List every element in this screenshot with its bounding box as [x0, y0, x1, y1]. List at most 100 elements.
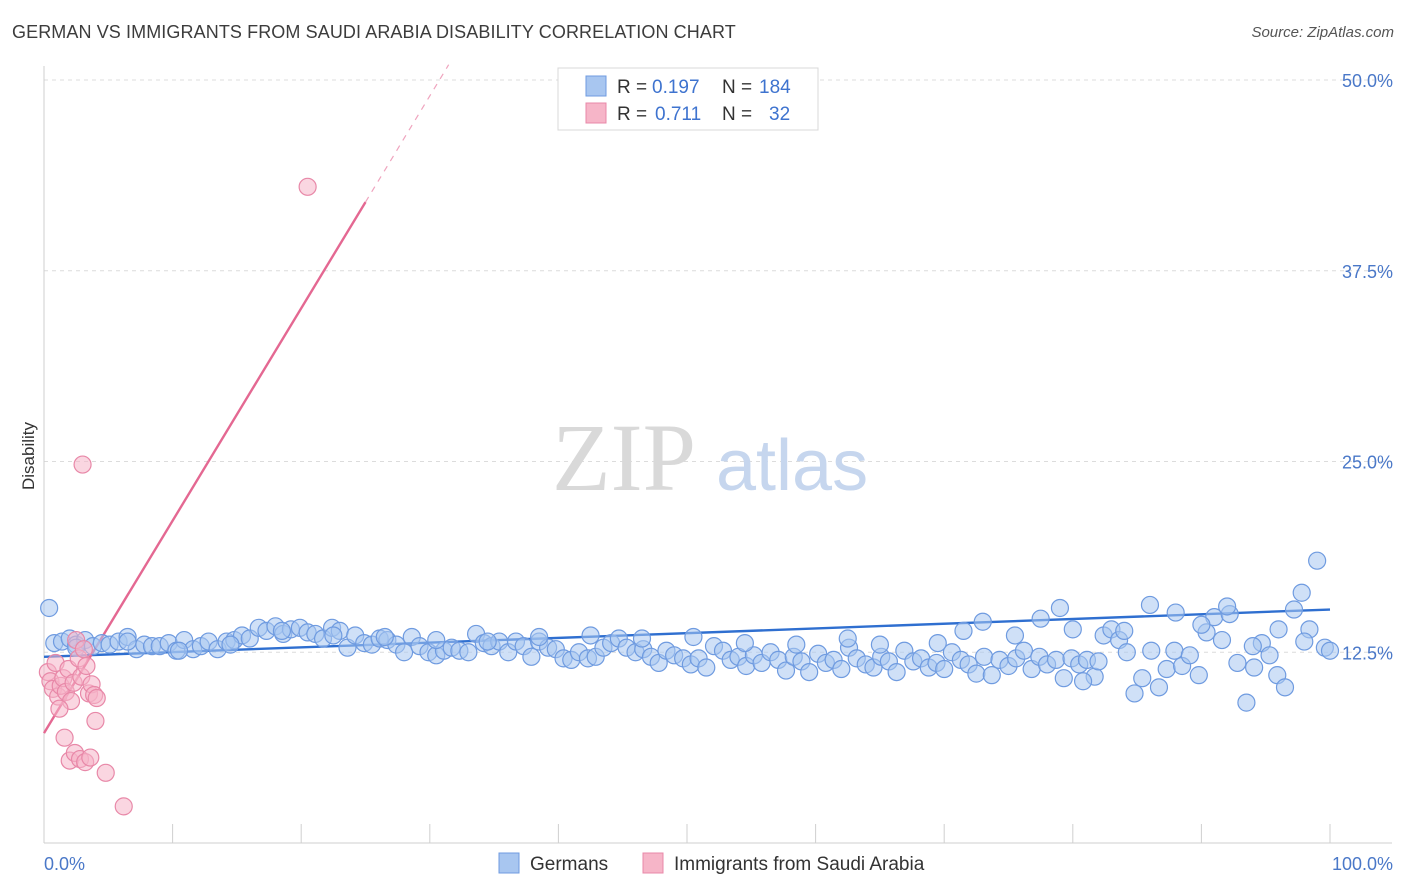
point-germans-138	[1142, 641, 1161, 660]
point-germans-156	[1284, 600, 1304, 619]
point-germans-112	[935, 659, 954, 679]
point-germans-106	[887, 662, 906, 682]
point-germans-191	[1295, 632, 1314, 651]
bottom-legend-swatch-saudi	[642, 852, 664, 874]
point-germans-185	[1140, 595, 1160, 615]
trend-line-saudi-extension	[364, 64, 450, 203]
point-saudi-29	[114, 797, 133, 816]
source-label: Source: ZipAtlas.com	[1251, 24, 1394, 41]
point-germans-164	[1005, 626, 1025, 645]
point-germans-188	[1218, 597, 1237, 616]
point-germans-151	[1245, 658, 1264, 677]
y-tick-label-1: 25.0%	[1342, 453, 1393, 473]
point-saudi-30	[73, 455, 92, 474]
point-saudi-19	[87, 688, 106, 708]
legend-swatch-germans	[585, 75, 607, 97]
watermark: ZIP atlas	[552, 404, 868, 511]
series-legend: Germans Immigrants from Saudi Arabia	[498, 852, 925, 875]
point-germans-178	[375, 627, 394, 647]
point-germans-180	[272, 621, 292, 640]
point-germans-170	[787, 635, 806, 654]
point-germans-127	[1054, 669, 1073, 688]
point-germans-167	[928, 633, 947, 653]
point-germans-92	[776, 661, 796, 680]
legend-n-value-germans: 184	[759, 77, 791, 98]
point-germans-95	[800, 662, 819, 682]
point-germans-175	[530, 627, 549, 647]
point-germans-176	[478, 632, 497, 651]
y-tick-label-0: 12.5%	[1342, 643, 1393, 663]
x-tick-label-max: 100.0%	[1332, 854, 1393, 874]
legend-n-label-saudi: N =	[722, 104, 752, 125]
point-germans-182	[169, 641, 189, 660]
point-germans-139	[1149, 678, 1169, 697]
legend-n-value-saudi: 32	[769, 104, 790, 125]
point-germans-193	[1115, 621, 1134, 640]
axes	[43, 66, 1392, 844]
point-germans-82	[697, 658, 716, 677]
point-germans-165	[973, 612, 992, 631]
point-germans-190	[1269, 620, 1288, 639]
legend-swatch-saudi	[585, 102, 607, 124]
point-germans-168	[870, 635, 890, 654]
bottom-legend-label-germans: Germans	[530, 854, 608, 875]
point-germans-173	[632, 629, 652, 648]
y-tick-labels: 12.5% 25.0% 37.5% 50.0%	[1342, 71, 1393, 663]
point-germans-153	[1260, 646, 1279, 665]
point-germans-159	[1308, 551, 1327, 570]
point-germans-60	[522, 647, 541, 666]
point-germans-150	[1237, 693, 1256, 712]
point-germans-194	[1089, 652, 1108, 671]
point-germans-143	[1180, 646, 1199, 665]
point-saudi-14	[74, 640, 93, 659]
point-germans-136	[1125, 684, 1144, 703]
point-germans-118	[982, 666, 1001, 685]
point-saudi-15	[77, 656, 96, 676]
point-germans-52	[459, 643, 478, 662]
point-saudi-27	[86, 711, 105, 731]
point-germans-169	[838, 629, 857, 648]
point-germans-147	[1212, 630, 1232, 650]
point-saudi-28	[96, 763, 115, 782]
point-germans-181	[221, 635, 240, 654]
point-germans-186	[1166, 603, 1185, 622]
gridlines	[44, 79, 1392, 653]
legend-r-value-saudi: 0.711	[655, 104, 701, 125]
point-saudi-26	[81, 748, 100, 767]
y-axis-title: Disability	[19, 421, 38, 490]
point-germans-0	[40, 598, 59, 618]
point-germans-99	[832, 659, 851, 679]
point-germans-135	[1117, 643, 1136, 662]
bottom-legend-swatch-germans	[498, 852, 520, 874]
legend-n-label-germans: N =	[722, 77, 752, 98]
point-germans-155	[1275, 678, 1295, 697]
point-germans-140	[1157, 659, 1176, 679]
stats-legend: R = 0.197 N = 184 R = 0.711 N = 32	[557, 67, 819, 131]
point-saudi-20	[50, 699, 69, 718]
point-germans-195	[1073, 672, 1093, 691]
point-germans-161	[1031, 609, 1050, 628]
legend-r-label-saudi: R =	[617, 104, 647, 125]
point-germans-117	[974, 647, 994, 666]
chart-title: GERMAN VS IMMIGRANTS FROM SAUDI ARABIA D…	[12, 22, 736, 42]
x-tick-labels: 0.0% 100.0%	[44, 854, 1393, 874]
point-germans-116	[967, 664, 986, 683]
point-saudi-31	[298, 177, 317, 196]
point-germans-157	[1292, 583, 1311, 602]
point-germans-144	[1189, 666, 1208, 685]
point-germans-183	[118, 632, 137, 651]
watermark-atlas: atlas	[716, 426, 868, 506]
point-germans-189	[1243, 637, 1262, 656]
point-germans-141	[1165, 641, 1184, 660]
y-tick-label-2: 37.5%	[1342, 262, 1393, 282]
point-saudi-21	[55, 728, 74, 747]
point-germans-44	[394, 643, 414, 662]
point-germans-192	[1320, 641, 1340, 660]
point-germans-163	[1063, 620, 1082, 639]
point-germans-174	[581, 626, 600, 645]
point-germans-171	[735, 633, 754, 653]
series-saudi-points	[38, 177, 317, 816]
point-germans-172	[684, 627, 703, 647]
bottom-legend-label-saudi: Immigrants from Saudi Arabia	[674, 854, 925, 875]
